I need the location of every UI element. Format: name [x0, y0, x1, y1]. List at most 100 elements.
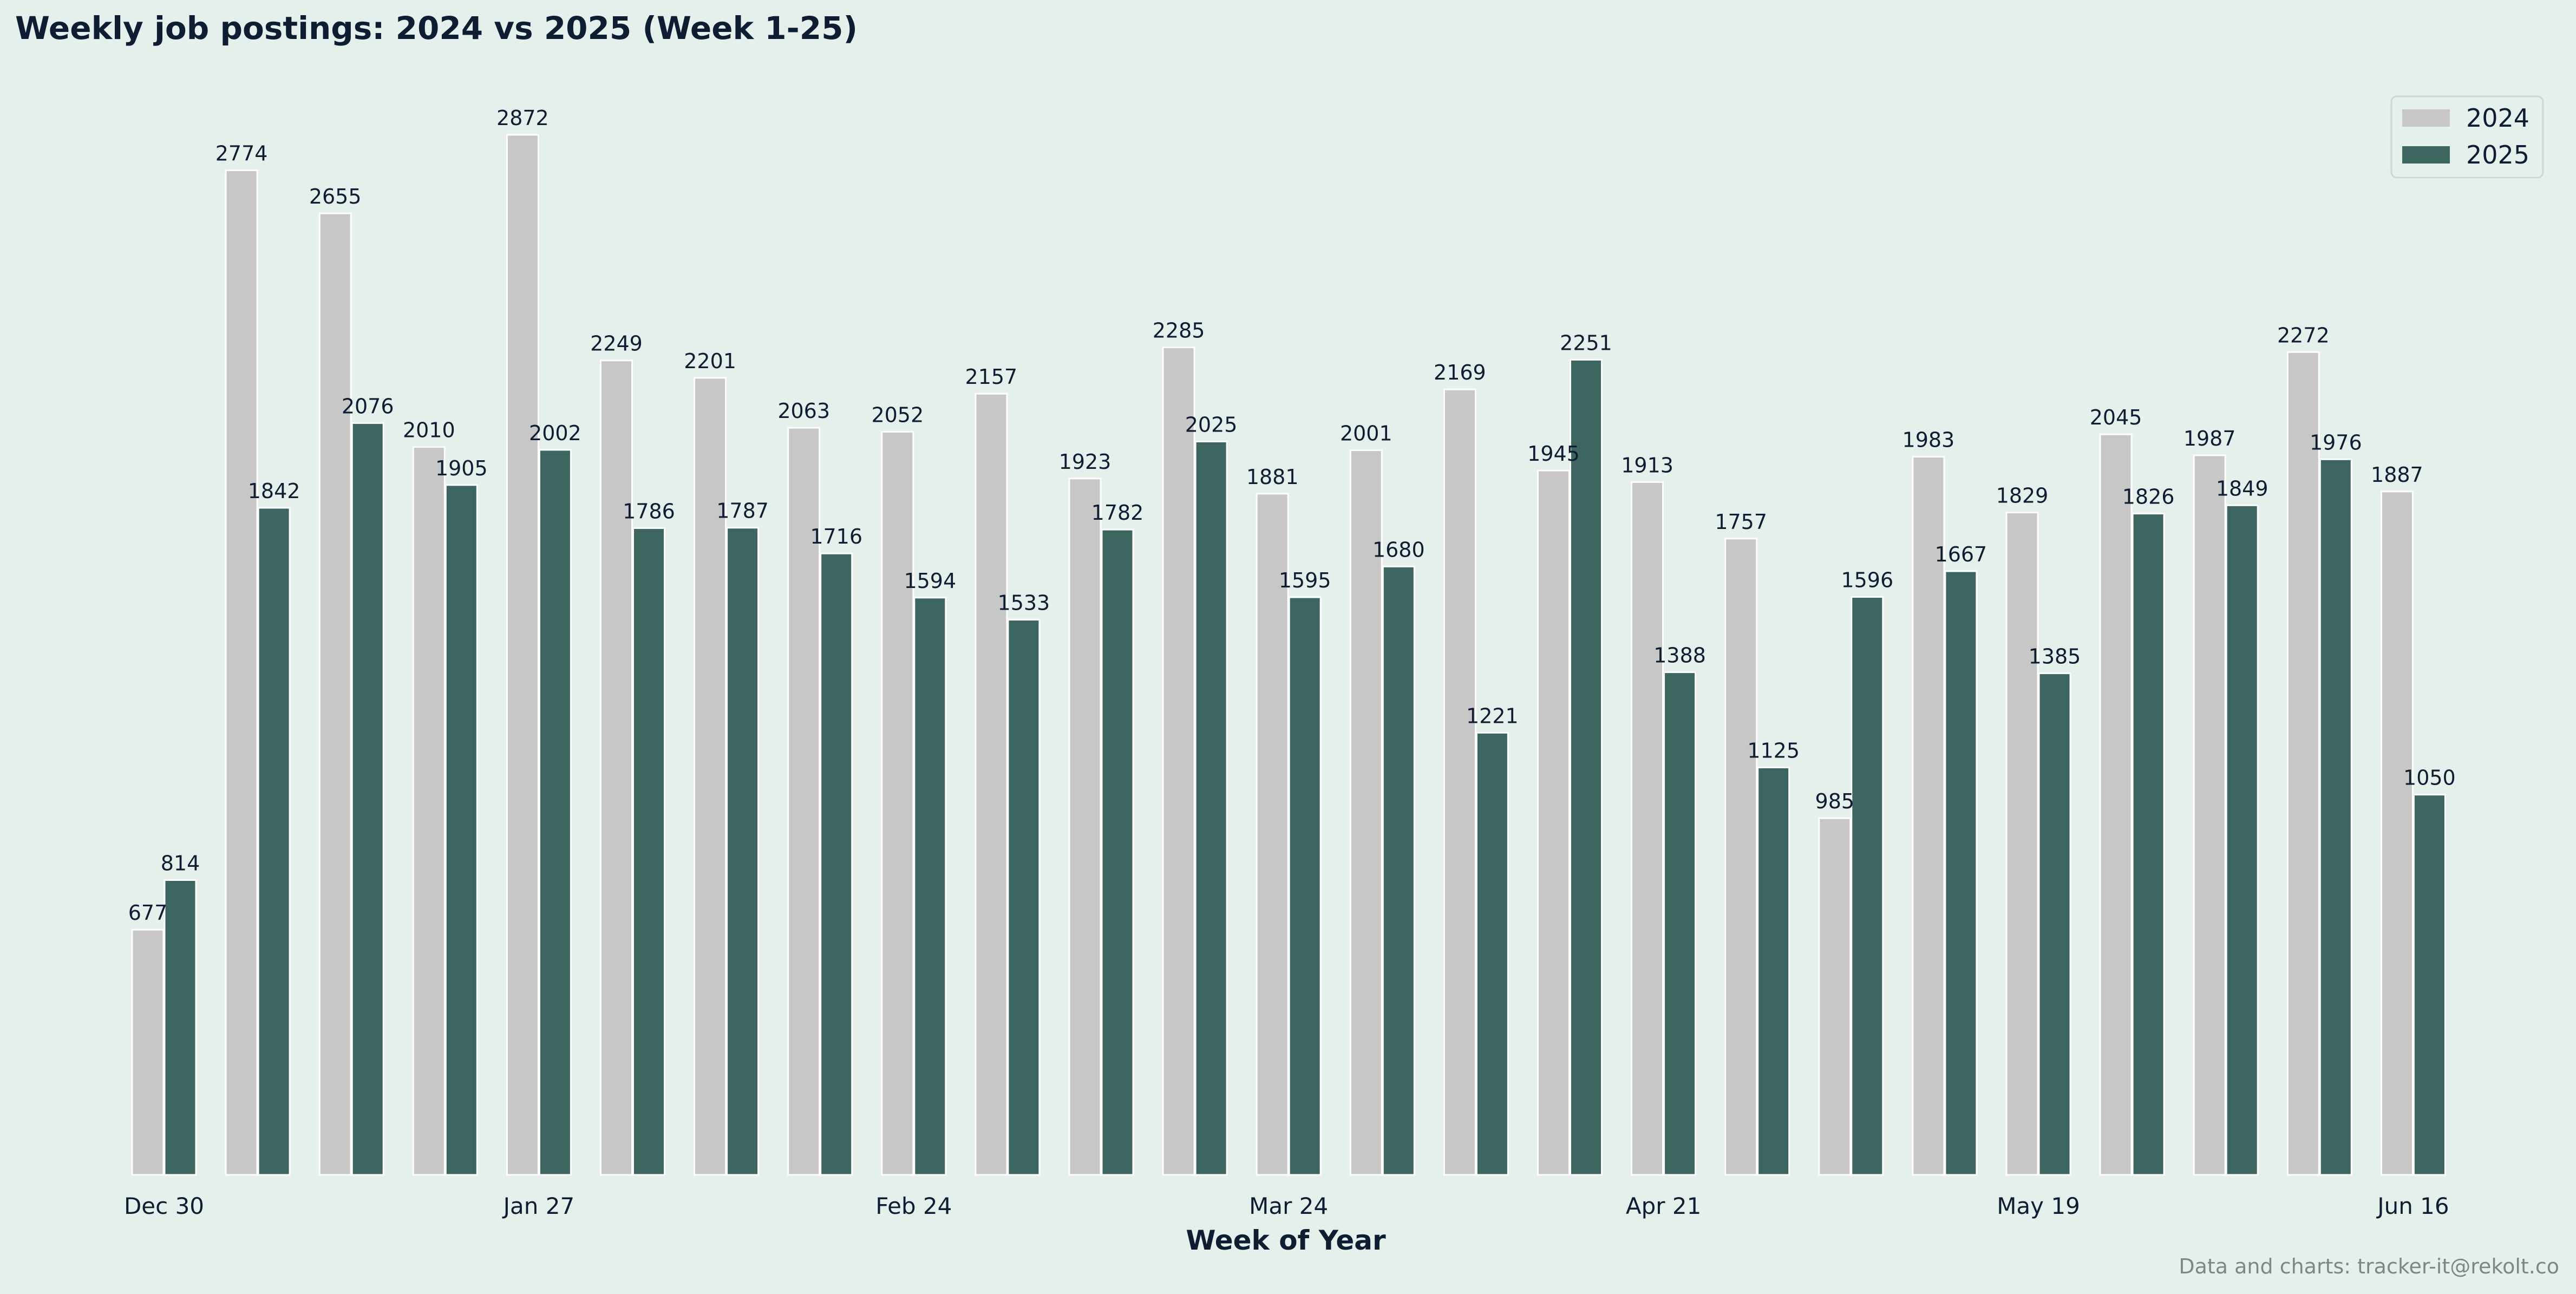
- footer-credit: Data and charts: tracker-it@rekolt.co: [2179, 1254, 2559, 1278]
- x-tick-label-mar-24: Mar 24: [1249, 1193, 1328, 1219]
- bar-2025-week-18: [1757, 767, 1790, 1176]
- value-label-2025-week-20: 1667: [1935, 543, 1987, 566]
- value-label-2024-week-15: 2169: [1434, 361, 1486, 384]
- x-tick-label-jan-27: Jan 27: [502, 1193, 575, 1219]
- bar-2025-week-8: [820, 552, 853, 1176]
- chart-title: Weekly job postings: 2024 vs 2025 (Week …: [15, 10, 858, 47]
- x-ticks-layer: Dec 30 Jan 27 Feb 24 Mar 24 Apr 21 May 19 Jun …: [124, 1193, 2449, 1219]
- bar-2025-week-15: [1475, 731, 1509, 1176]
- bar-2024-week-11: [1068, 478, 1102, 1176]
- bar-2024-week-9: [881, 431, 914, 1176]
- bar-2025-week-21: [2038, 672, 2071, 1176]
- value-label-2025-week-2: 1842: [248, 479, 300, 503]
- legend: 2024 2025: [2390, 95, 2544, 179]
- bar-2025-week-11: [1101, 528, 1134, 1176]
- x-axis-label: Week of Year: [1186, 1225, 1386, 1256]
- bar-2025-week-14: [1382, 565, 1415, 1176]
- value-label-2025-week-6: 1786: [623, 499, 675, 523]
- value-label-2024-week-12: 2285: [1153, 319, 1205, 343]
- value-label-2025-week-5: 2002: [529, 421, 581, 445]
- bar-2024-week-14: [1349, 449, 1383, 1176]
- bar-2024-week-6: [600, 360, 633, 1176]
- value-label-2025-week-3: 2076: [342, 394, 394, 418]
- legend-swatch-2024: [2402, 109, 2450, 127]
- value-label-2024-week-4: 2010: [403, 419, 455, 442]
- bar-2024-week-24: [2286, 351, 2320, 1176]
- bar-2024-week-21: [2005, 512, 2039, 1176]
- bar-2024-week-25: [2380, 491, 2414, 1176]
- bar-2025-week-16: [1570, 358, 1603, 1176]
- bar-2025-week-24: [2319, 458, 2352, 1176]
- bar-2024-week-19: [1818, 817, 1852, 1176]
- value-label-2025-week-25: 1050: [2403, 766, 2456, 790]
- value-label-2025-week-11: 1782: [1091, 501, 1144, 525]
- bar-2025-week-7: [726, 527, 760, 1176]
- value-label-2025-week-10: 1533: [998, 591, 1050, 615]
- value-label-2024-week-13: 1881: [1246, 465, 1299, 489]
- x-tick-label-dec-30: Dec 30: [124, 1193, 204, 1219]
- value-label-2024-week-7: 2201: [684, 349, 736, 373]
- bar-2025-week-23: [2225, 504, 2259, 1176]
- value-label-2024-week-16: 1945: [1527, 442, 1580, 466]
- bar-2024-week-1: [131, 929, 165, 1176]
- value-label-2025-week-18: 1125: [1747, 739, 1800, 763]
- value-label-2025-week-15: 1221: [1466, 704, 1519, 728]
- value-label-2024-week-19: 985: [1815, 789, 1855, 813]
- value-label-2025-week-23: 1849: [2216, 476, 2268, 500]
- bar-2024-week-18: [1724, 538, 1758, 1176]
- value-label-2024-week-11: 1923: [1059, 450, 1112, 474]
- bar-2024-week-16: [1537, 469, 1570, 1176]
- legend-label-2025: 2025: [2466, 140, 2529, 169]
- value-label-2024-week-6: 2249: [590, 332, 643, 356]
- bar-2024-week-22: [2099, 433, 2133, 1176]
- value-label-2024-week-22: 2045: [2090, 406, 2142, 429]
- value-label-2024-week-20: 1983: [1902, 428, 1955, 452]
- bar-2025-week-20: [1944, 570, 1978, 1176]
- bar-2025-week-12: [1194, 441, 1228, 1176]
- bar-2024-week-7: [694, 377, 727, 1176]
- legend-swatch-2025: [2402, 146, 2450, 164]
- value-label-2025-week-14: 1680: [1372, 538, 1425, 561]
- bar-2024-week-15: [1443, 388, 1476, 1176]
- value-label-2024-week-18: 1757: [1715, 510, 1767, 534]
- value-label-2024-week-10: 2157: [965, 365, 1018, 389]
- value-label-2025-week-12: 2025: [1185, 413, 1238, 437]
- legend-label-2024: 2024: [2466, 103, 2529, 133]
- value-label-2024-week-23: 1987: [2183, 427, 2236, 450]
- bar-2025-week-9: [913, 597, 947, 1176]
- value-label-2024-week-21: 1829: [1996, 484, 2049, 508]
- value-label-2024-week-24: 2272: [2277, 323, 2330, 347]
- value-label-2024-week-17: 1913: [1621, 453, 1673, 477]
- value-label-2025-week-13: 1595: [1279, 568, 1331, 592]
- bar-2024-week-12: [1162, 347, 1195, 1176]
- bar-2024-week-17: [1631, 481, 1664, 1176]
- bar-2025-week-22: [2132, 513, 2165, 1176]
- bar-2025-week-3: [351, 422, 384, 1176]
- value-label-2025-week-19: 1596: [1841, 568, 1893, 592]
- bar-2025-week-25: [2412, 794, 2446, 1176]
- bars-layer: [131, 134, 2446, 1176]
- bar-2025-week-17: [1663, 671, 1697, 1176]
- x-tick-label-feb-24: Feb 24: [875, 1193, 952, 1219]
- value-label-2025-week-24: 1976: [2310, 430, 2362, 454]
- value-label-2025-week-4: 1905: [435, 456, 488, 480]
- value-label-2025-week-1: 814: [161, 852, 200, 875]
- bar-2025-week-1: [164, 879, 197, 1176]
- value-label-2024-week-2: 2774: [215, 142, 268, 166]
- value-label-2025-week-8: 1716: [810, 525, 862, 548]
- value-label-2024-week-3: 2655: [309, 185, 362, 208]
- value-label-2024-week-1: 677: [128, 901, 168, 925]
- x-tick-label-apr-21: Apr 21: [1626, 1193, 1701, 1219]
- bar-2025-week-6: [632, 527, 665, 1176]
- bar-2024-week-3: [318, 212, 352, 1176]
- value-label-2025-week-21: 1385: [2029, 645, 2081, 669]
- value-label-2025-week-17: 1388: [1653, 644, 1706, 668]
- value-label-2025-week-22: 1826: [2122, 485, 2175, 509]
- bar-2024-week-5: [506, 134, 539, 1176]
- bar-2024-week-4: [412, 446, 446, 1176]
- bar-2024-week-13: [1256, 493, 1289, 1176]
- bar-2024-week-23: [2193, 454, 2226, 1176]
- bar-2025-week-4: [444, 484, 478, 1176]
- value-label-2024-week-9: 2052: [871, 403, 924, 427]
